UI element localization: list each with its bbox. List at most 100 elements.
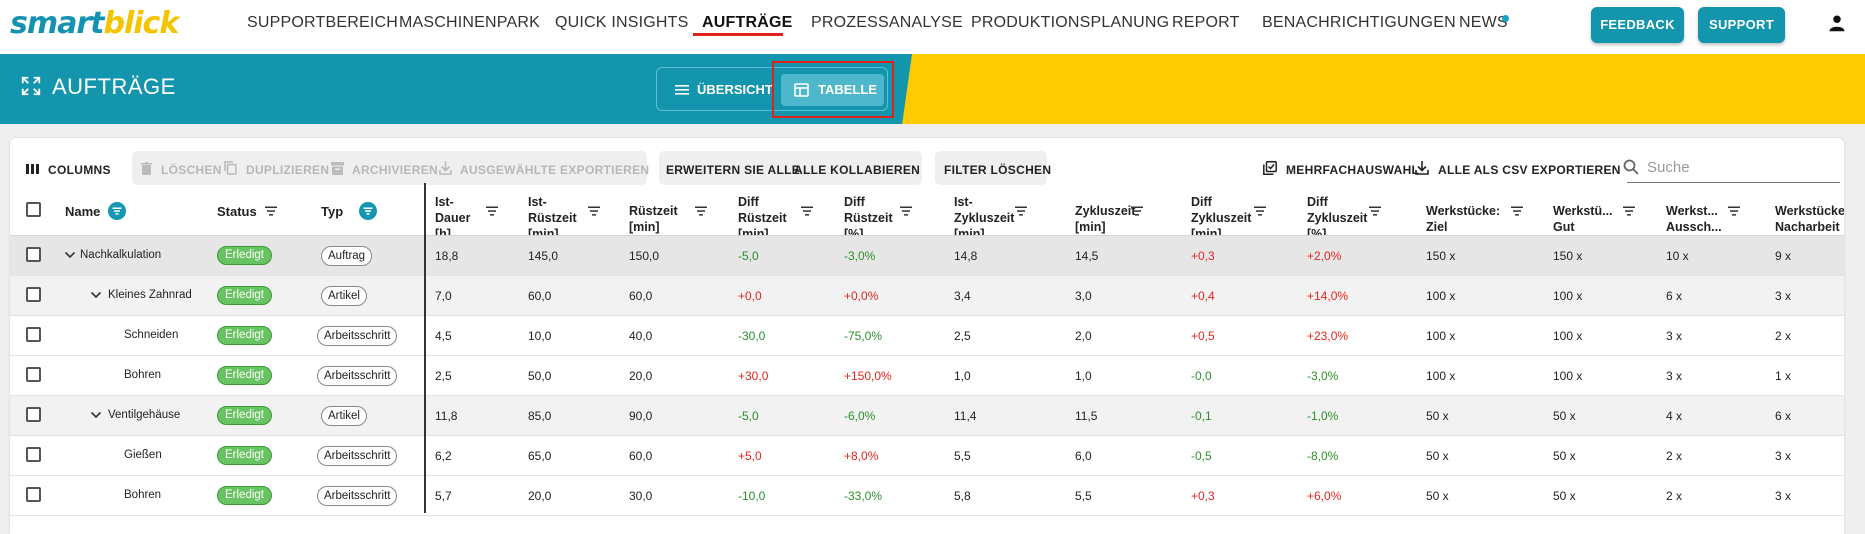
row-checkbox[interactable] bbox=[26, 407, 41, 422]
cell-diff-zykluszeit-min: -0,5 bbox=[1191, 449, 1212, 463]
nav-supportbereich[interactable]: SUPPORTBEREICH bbox=[247, 14, 398, 31]
cell-ziel: 100 x bbox=[1426, 329, 1456, 343]
header-name[interactable]: Name bbox=[65, 204, 101, 219]
expand-all-button[interactable]: ERWEITERN SIE ALLE bbox=[666, 163, 801, 177]
werkstuecke-ziel-filter-icon[interactable] bbox=[1510, 205, 1524, 217]
diff-ruestzeit-pct-filter-icon[interactable] bbox=[899, 205, 913, 217]
table-row[interactable]: Gießen Erledigt Arbeitsschritt 6,2 65,0 60,0 +… bbox=[10, 436, 1844, 476]
diff-zykluszeit-pct-filter-icon[interactable] bbox=[1368, 205, 1382, 217]
cell-nacharbeit: 1 x bbox=[1775, 369, 1792, 383]
archive-button[interactable]: ARCHIVIEREN bbox=[352, 163, 438, 177]
type-badge: Artikel bbox=[321, 286, 367, 306]
ist-zykluszeit-filter-icon[interactable] bbox=[1014, 205, 1028, 217]
clear-filter-button[interactable]: FILTER LÖSCHEN bbox=[944, 163, 1052, 177]
chevron-down-icon[interactable] bbox=[90, 409, 102, 421]
cell-ist-ruestzeit: 85,0 bbox=[528, 409, 552, 423]
search-icon bbox=[1623, 159, 1639, 175]
zykluszeit-filter-icon[interactable] bbox=[1130, 205, 1144, 217]
nav-maschinenpark[interactable]: MASCHINENPARK bbox=[399, 14, 540, 31]
name-filter-active-icon[interactable] bbox=[108, 202, 126, 220]
delete-button[interactable]: LÖSCHEN bbox=[161, 163, 222, 177]
table-row[interactable]: Ventilgehäuse Erledigt Artikel 11,8 85,0 90,0… bbox=[10, 396, 1844, 436]
bulk-actions-group bbox=[132, 151, 647, 185]
cell-zykluszeit: 2,0 bbox=[1075, 329, 1092, 343]
csv-export-button[interactable]: ALLE ALS CSV EXPORTIEREN bbox=[1438, 163, 1621, 177]
row-checkbox[interactable] bbox=[26, 287, 41, 302]
table-row[interactable]: Schneiden Erledigt Arbeitsschritt 4,5 10,0 40… bbox=[10, 316, 1844, 356]
header-type[interactable]: Typ bbox=[321, 204, 344, 219]
header-status[interactable]: Status bbox=[217, 204, 257, 219]
duplicate-button[interactable]: DUPLIZIEREN bbox=[246, 163, 330, 177]
search-input[interactable] bbox=[1647, 157, 1837, 177]
werkstuecke-gut-filter-icon[interactable] bbox=[1622, 205, 1636, 217]
columns-button[interactable]: COLUMNS bbox=[48, 163, 111, 177]
cell-diff-ruestzeit-min: +5,0 bbox=[738, 449, 762, 463]
cell-ausschuss: 3 x bbox=[1666, 369, 1683, 383]
select-all-checkbox[interactable] bbox=[26, 202, 41, 217]
table-row[interactable]: Kleines Zahnrad Erledigt Artikel 7,0 60,0 60,… bbox=[10, 276, 1844, 316]
row-checkbox[interactable] bbox=[26, 447, 41, 462]
status-badge: Erledigt bbox=[217, 446, 272, 465]
row-checkbox[interactable] bbox=[26, 247, 41, 262]
cell-gut: 50 x bbox=[1553, 449, 1576, 463]
header-werkstuecke-nacharbeit[interactable]: Werkstücke: Nacharbeit bbox=[1775, 204, 1844, 234]
cell-ruestzeit: 60,0 bbox=[629, 449, 653, 463]
ist-dauer-filter-icon[interactable] bbox=[485, 205, 499, 217]
chevron-down-icon[interactable] bbox=[90, 289, 102, 301]
row-checkbox[interactable] bbox=[26, 327, 41, 342]
news-unread-dot bbox=[1502, 15, 1509, 22]
fullscreen-icon[interactable] bbox=[20, 75, 42, 97]
cell-ist-dauer: 7,0 bbox=[435, 289, 452, 303]
status-badge: Erledigt bbox=[217, 366, 272, 385]
table-row[interactable]: Bohren Erledigt Arbeitsschritt 2,5 50,0 20,0 +… bbox=[10, 356, 1844, 396]
chevron-down-icon[interactable] bbox=[64, 249, 76, 261]
header-zykluszeit[interactable]: Zykluszeit [min] bbox=[1075, 204, 1136, 234]
row-checkbox[interactable] bbox=[26, 367, 41, 382]
multi-select-icon bbox=[1263, 161, 1277, 175]
header-werkstuecke-ziel[interactable]: Werkstücke: Ziel bbox=[1426, 204, 1501, 234]
feedback-button[interactable]: FEEDBACK bbox=[1591, 7, 1684, 43]
user-icon[interactable] bbox=[1828, 14, 1846, 32]
cell-nacharbeit: 6 x bbox=[1775, 409, 1792, 423]
pinned-columns-divider bbox=[424, 183, 426, 513]
view-table-button[interactable]: TABELLE bbox=[781, 74, 884, 106]
nav-news[interactable]: NEWS bbox=[1459, 14, 1508, 31]
page-header-banner: AUFTRÄGE ÜBERSICHT TABELLE bbox=[0, 54, 1865, 124]
status-filter-icon[interactable] bbox=[264, 205, 278, 217]
header-werkstuecke-ausschuss[interactable]: Werkst... Aussch... bbox=[1666, 204, 1722, 234]
support-button[interactable]: SUPPORT bbox=[1698, 7, 1785, 43]
smartblick-logo[interactable]: smartblick bbox=[10, 6, 179, 41]
type-filter-active-icon[interactable] bbox=[359, 202, 377, 220]
duplicate-icon bbox=[224, 161, 237, 175]
diff-ruestzeit-min-filter-icon[interactable] bbox=[800, 205, 814, 217]
ist-ruestzeit-filter-icon[interactable] bbox=[587, 205, 601, 217]
expand-collapse-group bbox=[659, 151, 922, 185]
collapse-all-button[interactable]: ALLE KOLLABIEREN bbox=[794, 163, 921, 177]
nav-report[interactable]: REPORT bbox=[1172, 14, 1240, 31]
header-werkstuecke-gut[interactable]: Werkstü... Gut bbox=[1553, 204, 1613, 234]
export-selected-button[interactable]: AUSGEWÄHLTE EXPORTIEREN bbox=[460, 163, 650, 177]
diff-zykluszeit-min-filter-icon[interactable] bbox=[1253, 205, 1267, 217]
table-row[interactable]: Nachkalkulation Erledigt Auftrag 18,8 145,0 1… bbox=[10, 236, 1844, 276]
ruestzeit-filter-icon[interactable] bbox=[694, 205, 708, 217]
nav-benachrichtigungen[interactable]: BENACHRICHTIGUNGEN bbox=[1262, 14, 1456, 31]
nav-produktionsplanung[interactable]: PRODUKTIONSPLANUNG bbox=[971, 14, 1170, 31]
nav-quick-insights[interactable]: QUICK INSIGHTS bbox=[555, 14, 689, 31]
row-name: Kleines Zahnrad bbox=[108, 289, 192, 301]
cell-ruestzeit: 40,0 bbox=[629, 329, 653, 343]
row-checkbox[interactable] bbox=[26, 487, 41, 502]
nav-prozessanalyse[interactable]: PROZESSANALYSE bbox=[811, 14, 963, 31]
werkstuecke-ausschuss-filter-icon[interactable] bbox=[1727, 205, 1741, 217]
table-row[interactable]: Bohren Erledigt Arbeitsschritt 5,7 20,0 30,0 -… bbox=[10, 476, 1844, 516]
cell-diff-ruestzeit-min: +30,0 bbox=[738, 369, 769, 383]
cell-diff-zykluszeit-pct: -3,0% bbox=[1307, 369, 1339, 383]
view-overview-button[interactable]: ÜBERSICHT bbox=[667, 74, 773, 106]
row-name: Ventilgehäuse bbox=[108, 409, 181, 421]
multi-select-button[interactable]: MEHRFACHAUSWAHL bbox=[1286, 163, 1420, 177]
columns-icon bbox=[26, 164, 39, 174]
status-badge: Erledigt bbox=[217, 286, 272, 305]
page-title: AUFTRÄGE bbox=[52, 74, 176, 99]
header-ruestzeit[interactable]: Rüstzeit [min] bbox=[629, 204, 678, 234]
cell-ausschuss: 6 x bbox=[1666, 289, 1683, 303]
nav-auftraege[interactable]: AUFTRÄGE bbox=[702, 14, 793, 31]
